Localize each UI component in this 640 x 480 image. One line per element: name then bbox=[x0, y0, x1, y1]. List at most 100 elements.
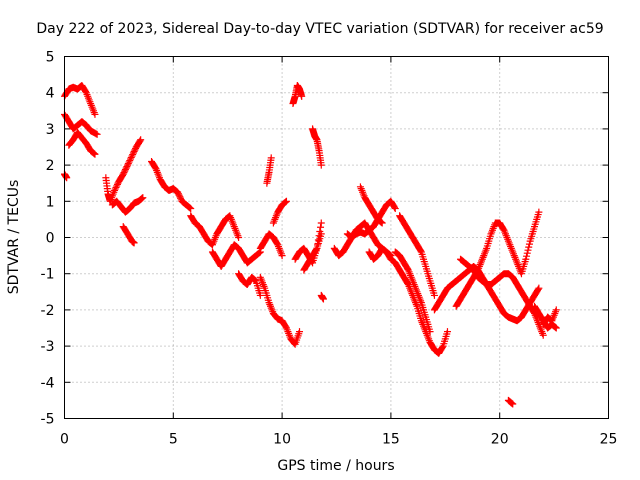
data-point bbox=[339, 242, 351, 256]
data-point bbox=[417, 299, 429, 319]
data-point bbox=[517, 307, 529, 321]
data-point bbox=[369, 208, 381, 222]
data-point bbox=[282, 197, 290, 205]
data-point bbox=[522, 240, 533, 263]
data-point bbox=[396, 212, 407, 226]
data-point bbox=[487, 288, 499, 302]
data-point bbox=[361, 219, 372, 233]
data-point bbox=[256, 238, 268, 252]
data-point bbox=[278, 198, 290, 209]
y-tick-label: 1 bbox=[46, 194, 55, 210]
data-point bbox=[78, 81, 90, 95]
data-point bbox=[387, 255, 399, 266]
data-point bbox=[121, 205, 133, 216]
data-point bbox=[352, 223, 364, 234]
data-point bbox=[409, 277, 420, 294]
data-point bbox=[400, 259, 412, 273]
data-point bbox=[513, 259, 525, 276]
data-point bbox=[235, 234, 243, 241]
data-point bbox=[374, 215, 385, 226]
data-point bbox=[422, 328, 433, 345]
data-point bbox=[409, 291, 420, 308]
data-point bbox=[111, 179, 122, 194]
data-point bbox=[457, 270, 468, 281]
data-point bbox=[531, 302, 542, 316]
data-point bbox=[182, 201, 194, 212]
data-point bbox=[391, 259, 403, 273]
data-point bbox=[174, 188, 185, 204]
data-point bbox=[439, 330, 451, 350]
data-point bbox=[417, 317, 429, 334]
data-point bbox=[315, 147, 325, 167]
data-point bbox=[248, 273, 259, 284]
data-point bbox=[128, 145, 140, 160]
data-point bbox=[126, 200, 137, 213]
data-point bbox=[269, 310, 281, 322]
data-point bbox=[252, 249, 264, 260]
data-point bbox=[248, 252, 259, 263]
data-point bbox=[457, 289, 468, 303]
data-point bbox=[317, 219, 325, 227]
data-point bbox=[413, 241, 425, 255]
data-point bbox=[152, 165, 164, 182]
data-point bbox=[82, 121, 94, 134]
data-point bbox=[298, 92, 306, 100]
data-point bbox=[208, 232, 220, 249]
data-point bbox=[422, 313, 433, 333]
data-point bbox=[137, 136, 145, 144]
data-point bbox=[461, 259, 473, 270]
y-tick-label: 3 bbox=[46, 122, 55, 138]
data-point bbox=[130, 239, 138, 247]
x-tick-label: 10 bbox=[273, 432, 291, 448]
data-point bbox=[102, 174, 112, 195]
data-point bbox=[487, 221, 499, 238]
data-point bbox=[265, 230, 277, 241]
data-point bbox=[474, 257, 486, 274]
x-tick-label: 25 bbox=[600, 432, 618, 448]
data-point bbox=[113, 197, 124, 210]
data-point bbox=[115, 171, 127, 185]
data-point bbox=[509, 248, 520, 265]
data-point bbox=[461, 267, 473, 278]
data-point bbox=[230, 241, 242, 252]
data-point bbox=[274, 202, 285, 216]
data-point bbox=[400, 219, 412, 233]
data-point bbox=[396, 266, 407, 280]
y-tick-label: -2 bbox=[41, 303, 55, 319]
data-point bbox=[195, 223, 207, 237]
data-point bbox=[356, 183, 368, 200]
data-point bbox=[517, 258, 529, 278]
data-point bbox=[509, 273, 520, 287]
data-point bbox=[365, 201, 377, 215]
data-point bbox=[470, 266, 481, 280]
data-point bbox=[400, 273, 412, 287]
data-point bbox=[313, 232, 325, 252]
x-tick-label: 0 bbox=[60, 432, 69, 448]
data-point bbox=[496, 302, 507, 316]
data-point bbox=[430, 291, 438, 299]
data-point bbox=[91, 110, 99, 118]
data-points bbox=[61, 81, 560, 408]
data-point bbox=[378, 202, 390, 216]
data-point bbox=[169, 185, 181, 196]
data-point bbox=[124, 230, 135, 244]
data-point bbox=[187, 205, 195, 213]
data-point bbox=[139, 194, 147, 202]
data-point bbox=[531, 310, 542, 327]
data-point bbox=[500, 226, 512, 243]
data-point bbox=[404, 266, 416, 283]
data-point bbox=[309, 246, 320, 260]
data-point bbox=[291, 249, 303, 263]
data-point bbox=[383, 248, 394, 262]
data-point bbox=[404, 281, 416, 298]
data-point bbox=[487, 278, 499, 289]
data-point bbox=[261, 284, 272, 304]
data-point bbox=[396, 252, 407, 266]
data-point bbox=[187, 212, 198, 226]
data-point bbox=[61, 170, 70, 181]
data-point bbox=[426, 328, 434, 336]
data-point bbox=[274, 241, 285, 258]
data-point bbox=[87, 127, 100, 138]
data-point bbox=[319, 295, 327, 303]
